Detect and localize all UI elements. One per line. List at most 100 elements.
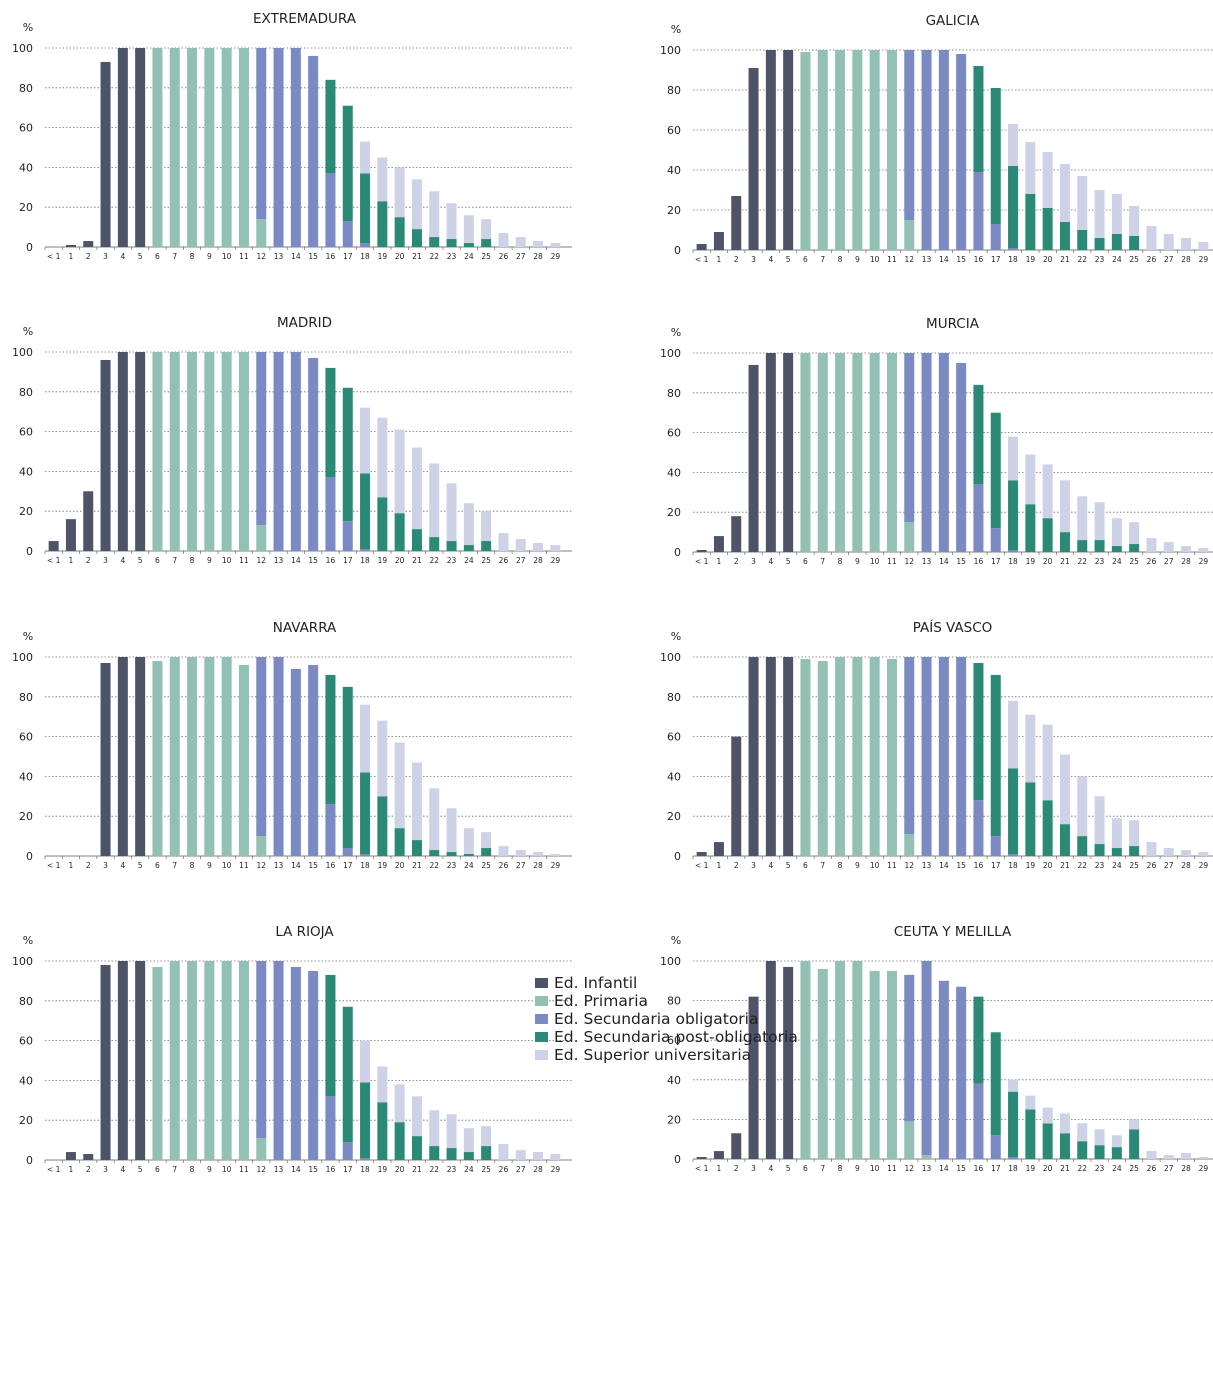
bar-infantil	[135, 352, 146, 551]
bar-sec_post	[429, 237, 440, 247]
bar-sec_post	[1059, 824, 1070, 856]
x-tick-label: 13	[922, 861, 932, 870]
bar-sec_post	[360, 772, 371, 855]
x-tick-label: 21	[1060, 861, 1070, 870]
x-tick-label: 15	[308, 1165, 318, 1174]
x-tick-label: 9	[855, 1164, 860, 1173]
x-tick-label: < 1	[695, 1164, 709, 1173]
bar-primaria	[886, 658, 897, 856]
bar-sec_post	[429, 1146, 440, 1160]
bar-superior	[1198, 852, 1209, 856]
bar-infantil	[100, 662, 111, 856]
x-tick-label: 5	[138, 252, 143, 261]
bar-superior	[1008, 700, 1019, 769]
bar-sec_post	[1059, 222, 1070, 250]
bar-superior	[1181, 238, 1192, 250]
x-tick-label: 12	[256, 861, 266, 870]
x-tick-label: 23	[447, 1165, 457, 1174]
x-tick-label: 28	[533, 252, 543, 261]
bar-primaria	[904, 522, 915, 552]
bar-superior	[533, 852, 544, 856]
x-tick-label: 27	[1164, 1164, 1174, 1173]
y-tick-label: 60	[667, 1034, 681, 1047]
x-tick-label: 12	[904, 557, 914, 566]
x-tick-label: 9	[207, 556, 212, 565]
bar-infantil	[696, 550, 707, 552]
bar-sec_obligatoria	[973, 1083, 984, 1159]
x-tick-label: 17	[991, 1164, 1001, 1173]
bar-primaria	[238, 352, 249, 551]
x-tick-label: 19	[378, 252, 388, 261]
bar-sec_post	[1008, 768, 1019, 855]
bar-superior	[360, 407, 371, 474]
y-tick-label: 80	[667, 387, 681, 400]
bar-superior	[1198, 1157, 1209, 1159]
bar-sec_post	[411, 529, 422, 551]
bar-infantil	[100, 964, 111, 1160]
bar-superior	[1094, 1129, 1105, 1146]
bar-sec_post	[411, 840, 422, 856]
y-tick-label: 40	[667, 1074, 681, 1087]
x-tick-label: 6	[155, 861, 160, 870]
x-tick-label: 7	[172, 861, 177, 870]
x-tick-label: 13	[274, 1165, 284, 1174]
bar-primaria	[852, 961, 863, 1159]
bar-primaria	[886, 50, 897, 250]
bar-sec_post	[377, 1102, 388, 1160]
bar-primaria	[238, 48, 249, 247]
y-tick-label: 80	[19, 691, 33, 704]
bar-primaria	[869, 970, 880, 1159]
x-tick-label: 5	[138, 1165, 143, 1174]
bar-superior	[1077, 776, 1088, 837]
bar-sec_post	[394, 828, 405, 856]
bar-sec_obligatoria	[273, 352, 284, 551]
bar-sec_post	[446, 852, 457, 856]
bar-superior	[1181, 850, 1192, 856]
bar-primaria	[800, 961, 811, 1159]
bar-superior	[1094, 190, 1105, 238]
x-tick-label: 1	[717, 557, 722, 566]
x-tick-label: 25	[481, 861, 491, 870]
bar-infantil	[83, 241, 94, 247]
x-tick-label: 14	[291, 556, 301, 565]
bar-sec_post	[1094, 238, 1105, 250]
x-tick-label: 11	[887, 557, 897, 566]
bar-superior	[394, 167, 405, 218]
bar-infantil	[117, 657, 128, 856]
bar-sec_obligatoria	[256, 352, 267, 526]
bar-superior	[515, 539, 526, 551]
x-tick-label: 11	[887, 861, 897, 870]
bar-sec_obligatoria	[921, 353, 932, 552]
legend-item-superior: Ed. Superior universitaria	[535, 1046, 798, 1064]
x-tick-label: 11	[887, 1164, 897, 1173]
bar-sec_post	[429, 537, 440, 551]
y-tick-label: 20	[19, 810, 33, 823]
bar-sec_post	[1129, 544, 1140, 552]
bar-sec_post	[481, 541, 492, 551]
bar-infantil	[765, 961, 776, 1159]
bar-superior	[377, 1066, 388, 1103]
bar-infantil	[65, 1152, 76, 1160]
x-tick-label: 7	[820, 255, 825, 264]
bar-primaria	[835, 50, 846, 250]
legend-swatch-sec-obligatoria	[535, 1014, 548, 1024]
bar-sec_obligatoria	[325, 477, 336, 551]
bar-sec_obligatoria	[1008, 248, 1019, 250]
bar-sec_obligatoria	[290, 966, 301, 1160]
x-tick-label: 1	[69, 861, 74, 870]
bar-primaria	[152, 966, 163, 1160]
chart-title: PAÍS VASCO	[913, 619, 993, 636]
bar-sec_post	[990, 88, 1001, 224]
x-tick-label: 9	[855, 557, 860, 566]
bar-primaria	[152, 48, 163, 247]
x-tick-label: 19	[1026, 557, 1036, 566]
x-tick-label: 20	[395, 861, 405, 870]
x-tick-label: 11	[887, 255, 897, 264]
bar-superior	[550, 243, 561, 247]
bar-superior	[1059, 480, 1070, 533]
bar-sec_post	[463, 854, 474, 856]
x-tick-label: < 1	[695, 861, 709, 870]
bar-primaria	[800, 52, 811, 250]
y-tick-label: 40	[667, 164, 681, 177]
x-tick-label: 19	[378, 861, 388, 870]
